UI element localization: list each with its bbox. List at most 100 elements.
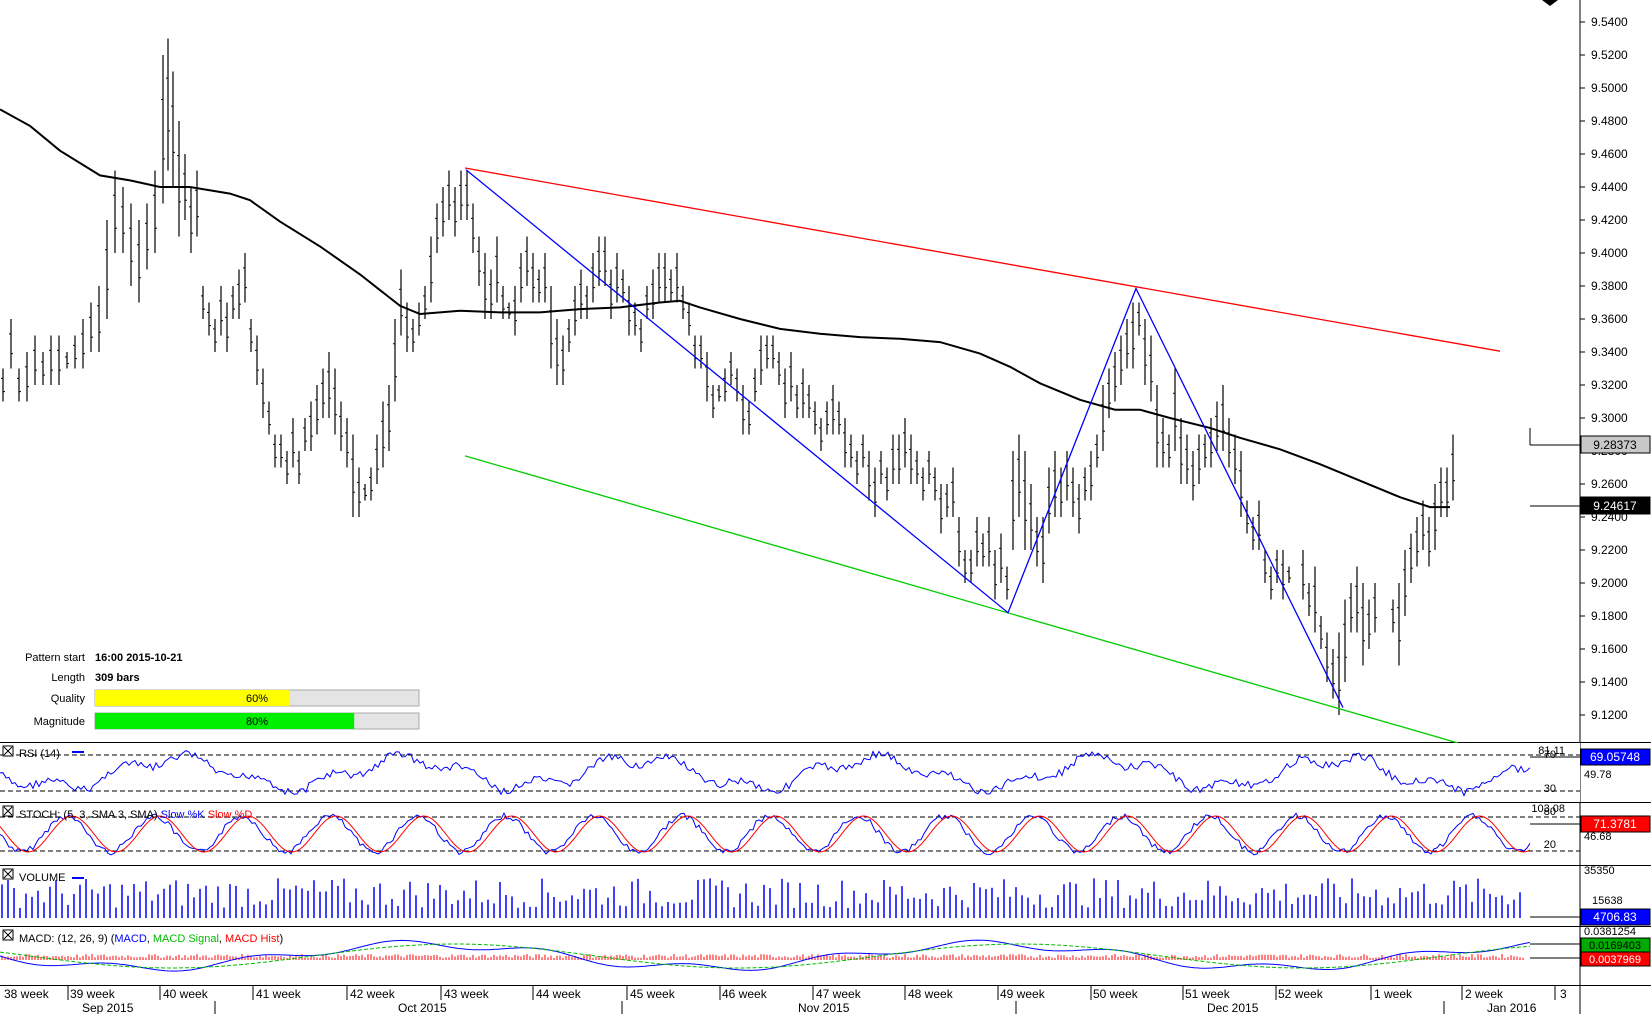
x-week-label: 43 week	[444, 987, 490, 1001]
y-tick-label: 9.3200	[1591, 378, 1628, 392]
x-axis: 38 week 39 week 40 week 41 week 42 week 43 we…	[4, 986, 1567, 1014]
y-tick-label: 9.3400	[1591, 345, 1628, 359]
y-tick-label: 9.1600	[1591, 642, 1628, 656]
moving-average	[0, 108, 1450, 509]
x-month-label: Dec 2015	[1207, 1001, 1259, 1014]
x-week-label: 38 week	[4, 987, 50, 1001]
x-month-label: Oct 2015	[398, 1001, 447, 1014]
quality-bar-fill	[95, 690, 290, 706]
macd-value-2: 0.0037969	[1589, 954, 1641, 966]
stoch-level-80: 80	[1544, 806, 1556, 818]
x-week-label: 51 week	[1185, 987, 1231, 1001]
volume-value: 4706.83	[1593, 910, 1637, 924]
y-tick-label: 9.2600	[1591, 477, 1628, 491]
quality-value: 60%	[246, 693, 268, 705]
ma-price-label: 9.24617	[1530, 496, 1651, 515]
volume-bars	[1, 878, 1521, 918]
macd-hist-legend: MACD Hist	[225, 933, 279, 945]
current-price-value: 9.28373	[1593, 438, 1637, 452]
x-week-label: 39 week	[70, 987, 116, 1001]
pattern-start-label: Pattern start	[25, 652, 85, 664]
stoch-d-legend: Slow %D	[208, 809, 253, 821]
x-week-label: 2 week	[1465, 987, 1504, 1001]
stoch-d-line	[0, 815, 1531, 853]
macd-signal-legend: MACD Signal	[153, 933, 219, 945]
ma-price-value: 9.24617	[1593, 499, 1637, 513]
quality-label: Quality	[51, 693, 86, 705]
x-week-label: 46 week	[722, 987, 768, 1001]
stoch-title: STOCH: (5, 3, SMA 3, SMA) Slow %K Slow %…	[19, 809, 252, 821]
y-tick-label: 9.4200	[1591, 213, 1628, 227]
x-month-label: Nov 2015	[798, 1001, 850, 1014]
pattern-line	[464, 167, 1501, 352]
y-tick-label: 9.4000	[1591, 246, 1628, 260]
x-week-label: 3	[1560, 987, 1567, 1001]
volume-panel: VOLUME 35350 15638 4706.83	[1, 865, 1651, 926]
y-tick-label: 9.5000	[1591, 81, 1628, 95]
x-week-label: 42 week	[350, 987, 396, 1001]
y-tick-label: 9.4800	[1591, 114, 1628, 128]
macd-value-1: 0.0169403	[1589, 940, 1641, 952]
magnitude-label: Magnitude	[34, 716, 85, 728]
macd-title-prefix: MACD: (12, 26, 9)	[19, 933, 108, 945]
rsi-line	[0, 750, 1531, 797]
rsi-mid-tick: 49.78	[1584, 769, 1612, 781]
x-week-label: 40 week	[163, 987, 209, 1001]
y-tick-label: 9.3800	[1591, 279, 1628, 293]
macd-histogram	[1, 954, 1524, 960]
scroll-end-marker[interactable]	[1542, 0, 1558, 6]
magnitude-bar-fill	[95, 713, 355, 729]
x-week-label: 48 week	[908, 987, 954, 1001]
y-axis-ticks: 9.5400 9.5200 9.5000 9.4800 9.4600 9.4400 9.42…	[1580, 15, 1628, 722]
length-label: Length	[51, 672, 85, 684]
pattern-info-panel: Pattern start 16:00 2015-10-21 Length 30…	[25, 652, 420, 730]
stoch-mid-tick: 46.68	[1584, 831, 1612, 843]
current-price-label: 9.28373	[1529, 428, 1651, 454]
stoch-k-line	[0, 812, 1531, 856]
macd-signal-line	[0, 943, 1531, 969]
stoch-panel: STOCH: (5, 3, SMA 3, SMA) Slow %K Slow %…	[0, 803, 1651, 856]
macd-top-tick: 0.0381254	[1584, 926, 1636, 938]
x-week-label: 49 week	[1000, 987, 1046, 1001]
macd-line	[0, 939, 1531, 972]
stoch-title-prefix: STOCH: (5, 3, SMA 3, SMA)	[19, 809, 158, 821]
y-tick-label: 9.3000	[1591, 411, 1628, 425]
stoch-top-tick: 103.08	[1531, 803, 1565, 815]
stoch-level-20: 20	[1544, 839, 1556, 851]
x-week-label: 47 week	[816, 987, 862, 1001]
main-plot-frame	[0, 0, 1580, 743]
ohlc-bars	[1, 38, 1455, 715]
y-tick-label: 9.1200	[1591, 708, 1628, 722]
x-week-label: 45 week	[630, 987, 676, 1001]
x-month-label: Jan 2016	[1487, 1001, 1537, 1014]
x-week-label: 52 week	[1278, 987, 1324, 1001]
y-tick-label: 9.3600	[1591, 312, 1628, 326]
stoch-k-legend: Slow %K	[161, 809, 206, 821]
stoch-value: 71.3781	[1593, 817, 1637, 831]
pattern-lines	[464, 167, 1501, 744]
y-tick-label: 9.2000	[1591, 576, 1628, 590]
x-week-label: 50 week	[1093, 987, 1139, 1001]
y-tick-label: 9.5400	[1591, 15, 1628, 29]
y-tick-label: 9.1800	[1591, 609, 1628, 623]
y-tick-label: 9.2200	[1591, 543, 1628, 557]
y-tick-label: 9.5200	[1591, 48, 1628, 62]
ma-line	[0, 108, 1450, 509]
rsi-top-tick: 81.11	[1538, 745, 1565, 757]
rsi-value: 69.05748	[1590, 750, 1640, 764]
magnitude-value: 80%	[246, 716, 268, 728]
pattern-line	[465, 169, 1344, 708]
pattern-start-value: 16:00 2015-10-21	[95, 652, 182, 664]
x-week-label: 44 week	[536, 987, 582, 1001]
volume-mid-tick: 15638	[1592, 895, 1623, 907]
length-value: 309 bars	[95, 672, 140, 684]
x-week-label: 1 week	[1374, 987, 1413, 1001]
rsi-level-70: 70	[1544, 749, 1556, 761]
macd-title: MACD: (12, 26, 9) (MACD, MACD Signal, MA…	[19, 933, 283, 945]
x-month-label: Sep 2015	[82, 1001, 134, 1014]
y-tick-label: 9.1400	[1591, 675, 1628, 689]
y-tick-label: 9.4600	[1591, 147, 1628, 161]
rsi-panel: RSI (14) 81.11 70 49.78 30 69.05748	[0, 743, 1651, 802]
pattern-line	[464, 455, 1459, 744]
macd-legend: MACD	[114, 933, 146, 945]
